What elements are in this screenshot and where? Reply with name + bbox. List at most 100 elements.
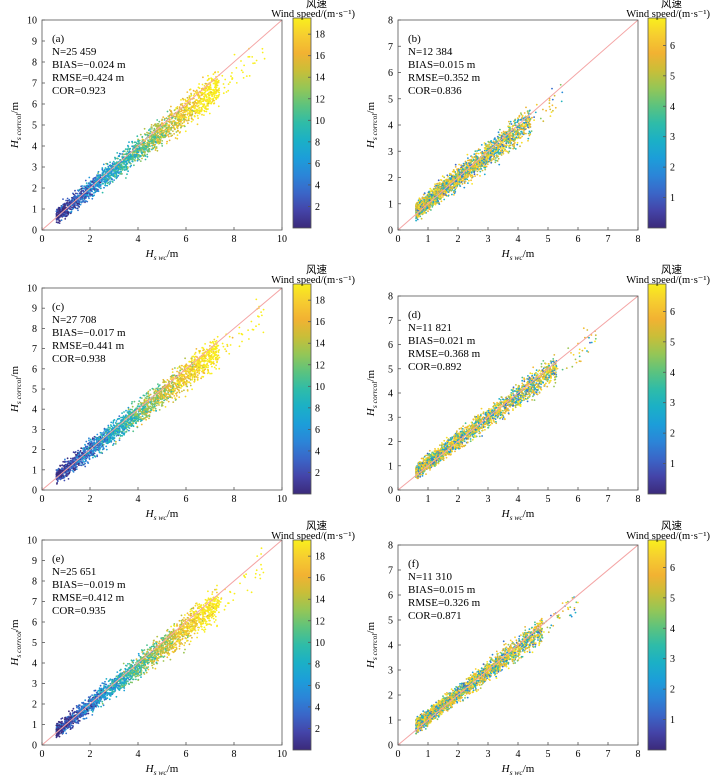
scatter-point — [506, 150, 509, 153]
scatter-point — [217, 95, 220, 98]
scatter-point — [539, 117, 542, 120]
scatter-point — [436, 199, 439, 202]
scatter-point — [494, 161, 497, 164]
scatter-point — [181, 97, 184, 100]
scatter-point — [514, 142, 516, 144]
scatter-point — [173, 120, 176, 123]
scatter-point — [198, 83, 201, 85]
scatter-point — [255, 59, 258, 62]
scatter-point — [179, 126, 182, 129]
x-axis-label: Hs wc/m — [501, 248, 535, 262]
scatter-point — [180, 121, 182, 123]
scatter-point — [130, 164, 133, 167]
scatter-point — [89, 182, 91, 184]
scatter-point — [520, 141, 523, 144]
scatter-point — [103, 186, 105, 189]
scatter-point — [513, 136, 516, 139]
scatter-point — [457, 172, 460, 174]
y-tick-label: 8 — [32, 58, 37, 69]
scatter-point — [430, 195, 433, 198]
scatter-point — [102, 182, 104, 185]
scatter-point — [76, 192, 79, 195]
scatter-point — [178, 114, 181, 116]
scatter-point — [90, 194, 92, 197]
scatter-point — [97, 170, 100, 173]
scatter-point — [212, 97, 215, 100]
stat-bias: BIAS=−0.024 m — [52, 59, 126, 71]
scatter-point — [553, 94, 556, 97]
scatter-point — [187, 119, 190, 122]
scatter-point — [423, 202, 426, 205]
scatter-point — [454, 184, 456, 187]
scatter-point — [542, 120, 545, 123]
scatter-point — [243, 64, 246, 67]
scatter-point — [442, 194, 445, 197]
scatter-point — [64, 218, 67, 220]
x-axis-label: Hs wc/m — [145, 248, 179, 262]
scatter-point — [440, 185, 443, 188]
scatter-point — [492, 141, 494, 144]
scatter-point — [160, 122, 163, 124]
scatter-point — [194, 91, 197, 93]
scatter-point — [251, 56, 254, 58]
scatter-point — [155, 137, 158, 140]
x-tick-label: 3 — [486, 234, 491, 245]
colorbar-tick-label: 1 — [670, 193, 675, 204]
scatter-point — [158, 135, 161, 138]
scatter-point — [529, 125, 532, 128]
scatter-point — [156, 132, 159, 135]
scatter-point — [261, 47, 264, 50]
scatter-point — [176, 106, 179, 108]
scatter-point — [476, 157, 479, 159]
scatter-point — [175, 115, 178, 117]
scatter-point — [68, 203, 70, 206]
y-tick-label: 5 — [388, 94, 393, 105]
scatter-point — [490, 143, 493, 146]
scatter-point — [116, 175, 118, 178]
scatter-point — [211, 100, 214, 103]
scatter-point — [509, 147, 512, 150]
scatter-point — [416, 204, 419, 207]
scatter-point — [196, 114, 199, 117]
scatter-point — [176, 107, 179, 110]
scatter-point — [240, 60, 242, 62]
scatter-point — [456, 168, 458, 171]
scatter-point — [207, 100, 209, 102]
scatter-point — [172, 124, 175, 127]
scatter-point — [107, 173, 109, 176]
scatter-point — [452, 186, 454, 188]
scatter-point — [507, 138, 510, 141]
scatter-point — [207, 92, 210, 95]
scatter-point — [69, 211, 71, 214]
scatter-point — [176, 134, 179, 137]
scatter-point — [201, 83, 204, 86]
scatter-point — [533, 119, 535, 121]
scatter-point — [507, 130, 509, 133]
scatter-point — [428, 191, 431, 194]
scatter-point — [170, 110, 173, 113]
scatter-point — [64, 210, 67, 213]
scatter-point — [191, 109, 194, 112]
scatter-point — [137, 149, 140, 152]
scatter-point — [139, 160, 142, 163]
scatter-point — [76, 202, 79, 205]
scatter-point — [106, 182, 109, 185]
scatter-point — [527, 126, 529, 129]
scatter-point — [161, 145, 164, 147]
scatter-point — [497, 131, 500, 134]
scatter-point — [475, 152, 478, 155]
scatter-point — [195, 105, 197, 107]
scatter-point — [148, 148, 151, 151]
scatter-point — [213, 89, 216, 92]
scatter-point — [101, 191, 104, 194]
scatter-point — [189, 114, 191, 117]
scatter-point — [198, 107, 200, 109]
scatter-point — [443, 183, 446, 185]
scatter-point — [58, 222, 61, 225]
scatter-point — [502, 145, 505, 148]
scatter-point — [106, 175, 108, 178]
scatter-point — [142, 144, 145, 147]
scatter-point — [444, 190, 446, 193]
y-tick-label: 9 — [32, 37, 37, 48]
